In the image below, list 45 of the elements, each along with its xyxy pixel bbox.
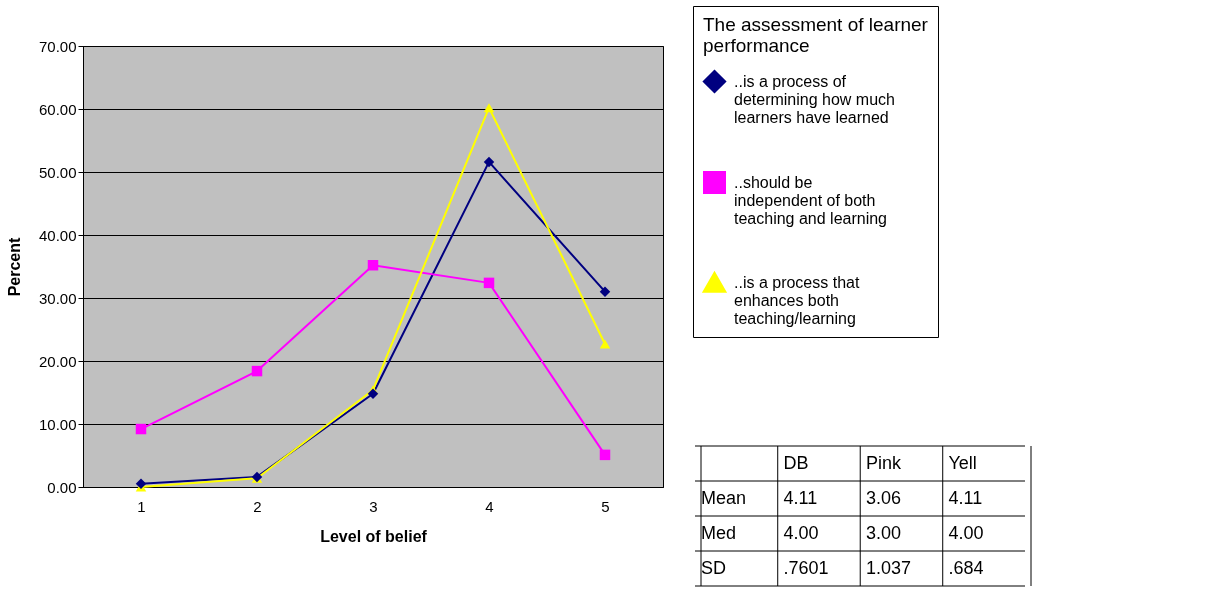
y-tick-label: 10.00 <box>38 415 77 433</box>
text: Med <box>701 522 737 543</box>
point <box>135 478 147 490</box>
point <box>367 260 379 271</box>
text: 4.11 <box>948 487 983 508</box>
legend-label: ..is a process of determining how much learners have learned <box>734 72 895 126</box>
text: Mean <box>701 487 747 508</box>
legend-label: ..should be independent of both teaching and learning <box>734 173 888 227</box>
x-tick-label: 2 <box>253 497 262 515</box>
legend-title: The assessment of learner performance <box>703 14 929 56</box>
text: .7601 <box>783 557 829 578</box>
y-tick-label: 40.00 <box>38 226 77 244</box>
text: 1.037 <box>866 557 912 578</box>
point <box>599 449 611 461</box>
legend-label: ..is a process that enhances both teaching/learning <box>734 273 860 327</box>
point <box>599 286 611 297</box>
point <box>483 277 495 289</box>
point <box>135 423 147 435</box>
x-tick-label: 4 <box>485 497 494 515</box>
y-tick-label: 50.00 <box>38 163 77 181</box>
point <box>599 339 611 349</box>
point <box>251 365 263 377</box>
text: 4.00 <box>948 522 984 543</box>
text: 3.00 <box>866 522 902 543</box>
text: 3.06 <box>866 487 902 508</box>
text: 4.00 <box>783 522 819 543</box>
text: Pink <box>866 452 903 473</box>
y-tick-label: 70.00 <box>38 37 77 55</box>
y-axis-title: Percent <box>5 236 23 297</box>
x-tick-label: 3 <box>369 497 378 515</box>
x-tick-label: 5 <box>601 497 610 515</box>
y-tick-label: 30.00 <box>38 289 77 307</box>
text: DB <box>783 452 809 473</box>
y-tick-label: 60.00 <box>38 100 77 118</box>
text: SD <box>701 557 727 578</box>
text: 4.11 <box>783 487 818 508</box>
point <box>367 388 379 399</box>
text: .684 <box>948 557 984 578</box>
x-tick-label: 1 <box>137 497 146 515</box>
point <box>483 156 495 168</box>
y-tick-label: 0.00 <box>47 478 77 496</box>
text: Yell <box>948 452 977 473</box>
y-tick-label: 20.00 <box>38 352 77 370</box>
point <box>483 103 495 113</box>
x-axis-title: Level of belief <box>320 527 428 545</box>
